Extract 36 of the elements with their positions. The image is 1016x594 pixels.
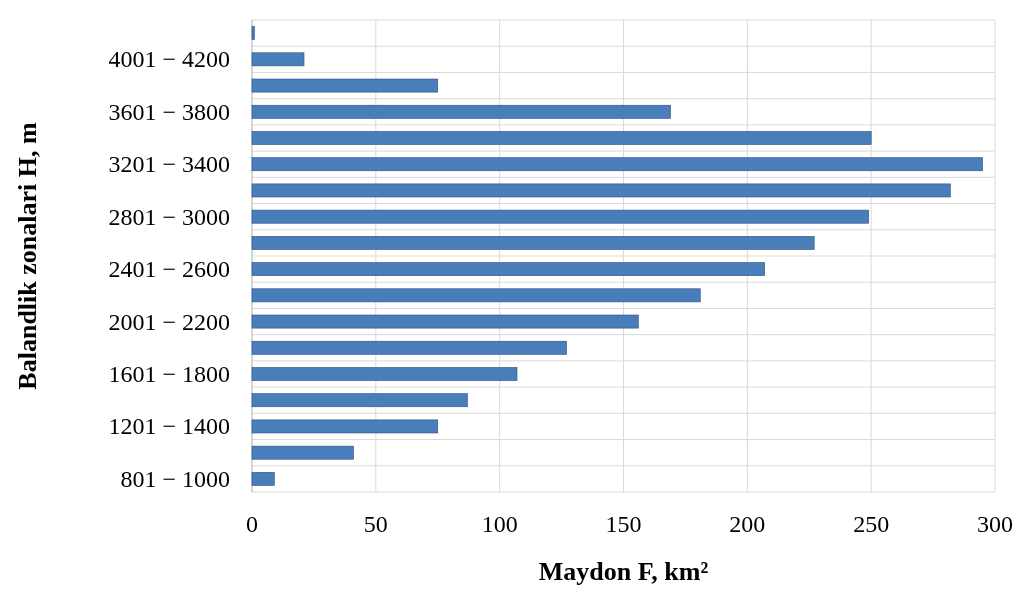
y-axis-title: Balandlik zonalari H, m [13,122,42,390]
bar [251,472,275,486]
x-tick-label: 300 [977,511,1013,537]
y-tick-label: 4001 − 4200 [108,46,230,73]
x-tick-label: 200 [729,511,766,537]
bar [251,131,872,145]
bar [251,157,983,172]
bar [251,367,518,381]
x-axis-title: Maydon F, km² [538,557,709,586]
bar [251,52,305,67]
bar [251,78,439,93]
bar [251,314,639,329]
y-tick-label: 2801 − 3000 [108,203,230,230]
y-tick-label: 1201 − 1400 [108,413,230,440]
y-tick-label: 801 − 1000 [120,465,230,492]
bar [251,183,951,198]
bar [251,288,701,303]
x-tick-label: 250 [853,511,890,537]
bar [251,236,815,250]
y-tick-label: 2001 − 2200 [108,308,230,335]
bar [251,340,567,355]
y-tick-label: 2401 − 2600 [108,256,230,283]
x-tick-label: 50 [363,511,388,537]
y-tick-label: 1601 − 1800 [108,361,230,387]
x-tick-label: 0 [246,511,258,537]
bar [251,419,439,434]
bar [251,393,468,408]
bar [251,104,671,119]
x-tick-label: 100 [481,511,518,537]
x-tick-label: 150 [605,511,642,537]
bar [251,209,869,224]
y-tick-label: 3201 − 3400 [108,151,230,178]
y-tick-label: 3601 − 3800 [108,98,230,125]
bar [251,445,354,460]
bar [251,262,765,276]
bar [251,26,255,40]
